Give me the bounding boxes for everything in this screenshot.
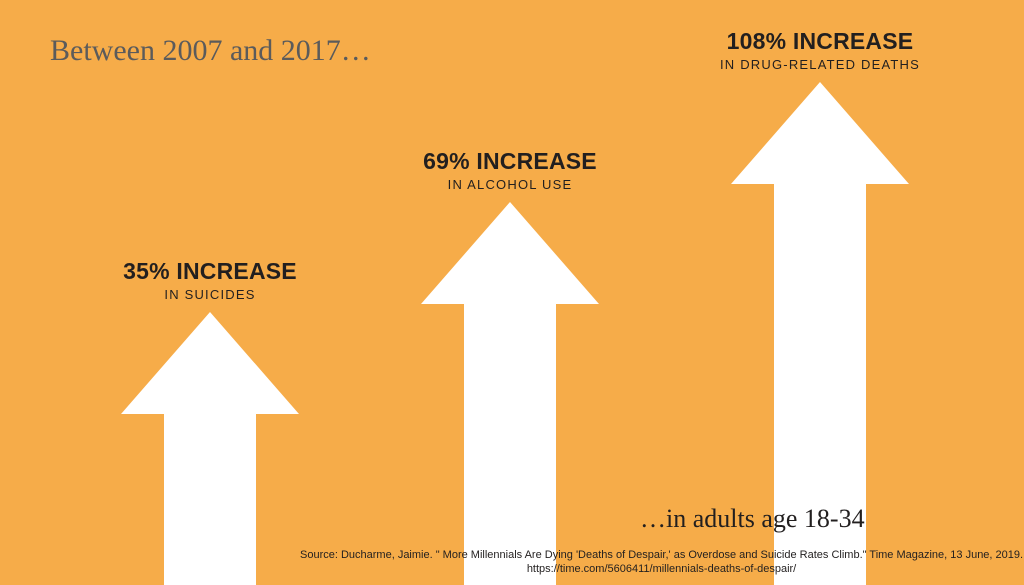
arrow-suicides-stat: 35% INCREASE: [60, 258, 360, 285]
source-line-1: Source: Ducharme, Jaimie. " More Millenn…: [300, 548, 1023, 562]
source-line-2: https://time.com/5606411/millennials-dea…: [300, 562, 1023, 576]
arrow-drug-label: 108% INCREASE IN DRUG-RELATED DEATHS: [660, 28, 980, 72]
arrow-alcohol-stat-sub: IN ALCOHOL USE: [360, 177, 660, 192]
arrow-alcohol-label: 69% INCREASE IN ALCOHOL USE: [360, 148, 660, 192]
arrow-drug-stat: 108% INCREASE: [660, 28, 980, 55]
infographic-canvas: Between 2007 and 2017… 35% INCREASE IN SUI…: [0, 0, 1024, 585]
footer-subtitle: …in adults age 18-34: [640, 504, 865, 534]
page-title: Between 2007 and 2017…: [50, 34, 371, 68]
arrow-drug-stat-sub: IN DRUG-RELATED DEATHS: [660, 57, 980, 72]
arrow-alcohol-stat: 69% INCREASE: [360, 148, 660, 175]
arrow-alcohol-arrow-icon: [421, 202, 599, 585]
arrow-suicides-label: 35% INCREASE IN SUICIDES: [60, 258, 360, 302]
arrow-suicides-arrow-icon: [121, 312, 299, 585]
source-citation: Source: Ducharme, Jaimie. " More Millenn…: [300, 548, 1023, 577]
arrow-suicides-stat-sub: IN SUICIDES: [60, 287, 360, 302]
